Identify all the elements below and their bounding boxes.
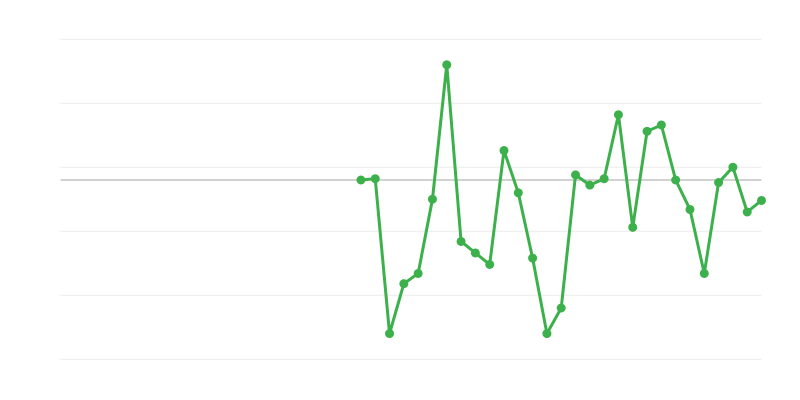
data-point-marker (528, 253, 538, 263)
data-point-marker (757, 195, 766, 205)
data-point-marker (427, 194, 437, 204)
data-point-marker (742, 207, 752, 217)
data-point-marker (699, 268, 709, 278)
data-point-marker (485, 259, 495, 269)
data-point-marker (456, 236, 466, 246)
gridlines (60, 38, 762, 360)
data-point-marker (470, 248, 480, 258)
data-point-marker (599, 174, 609, 184)
data-point-marker (585, 180, 595, 190)
data-points (356, 60, 766, 339)
data-line (359, 63, 763, 336)
data-point-marker (513, 188, 523, 198)
data-point-marker (413, 268, 423, 278)
data-point-marker (628, 222, 638, 232)
data-point-marker (728, 162, 738, 172)
data-point-marker (356, 175, 366, 185)
data-point-marker (671, 175, 681, 185)
data-point-marker (499, 146, 509, 156)
data-point-marker (442, 60, 452, 70)
data-point-marker (542, 329, 552, 339)
data-point-marker (642, 126, 652, 136)
data-point-marker (571, 170, 581, 180)
data-point-marker (656, 120, 666, 130)
data-point-marker (385, 329, 395, 339)
data-point-marker (613, 110, 623, 120)
data-point-marker (556, 303, 566, 313)
data-point-marker (399, 279, 409, 289)
data-point-marker (685, 204, 695, 214)
data-point-marker (370, 174, 380, 184)
data-point-marker (714, 178, 724, 188)
